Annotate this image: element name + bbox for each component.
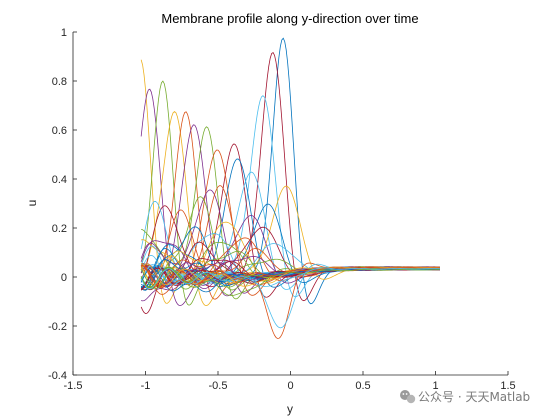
series-line-60 xyxy=(140,267,440,290)
y-tick-label: 0.6 xyxy=(52,125,67,137)
x-tick-label: 0 xyxy=(287,380,293,392)
x-tick-label: 0.5 xyxy=(355,380,370,392)
y-tick-label: 1 xyxy=(61,27,67,39)
chart-title: Membrane profile along y-direction over … xyxy=(161,11,418,26)
series-line-59 xyxy=(140,269,440,290)
y-tick-label: 0 xyxy=(61,272,67,284)
series-line-58 xyxy=(141,264,440,295)
x-axis-label: y xyxy=(287,402,293,416)
y-tick-label: -0.4 xyxy=(48,370,67,382)
wechat-icon xyxy=(400,390,416,404)
x-tick-label: -1 xyxy=(141,380,151,392)
watermark-text: 公众号 · 天天Matlab xyxy=(418,390,530,404)
series-lines xyxy=(140,37,440,339)
x-tick-label: -1.5 xyxy=(64,380,83,392)
watermark: 公众号 · 天天Matlab xyxy=(400,390,530,404)
axes: -1.5 -1 -0.5 0 0.5 1 1.5 -0.4 -0.2 0 0.2 0.4 0.6 0.8 1 xyxy=(48,27,516,392)
x-tick-label: -0.5 xyxy=(209,380,228,392)
y-tick-label: 0.2 xyxy=(52,223,67,235)
y-tick-label: 0.8 xyxy=(52,76,67,88)
y-tick-label: -0.2 xyxy=(48,321,67,333)
x-tick-label: 1 xyxy=(432,380,438,392)
y-axis-label: u xyxy=(25,200,39,207)
x-tick-label: 1.5 xyxy=(500,380,515,392)
y-tick-label: 0.4 xyxy=(52,174,67,186)
